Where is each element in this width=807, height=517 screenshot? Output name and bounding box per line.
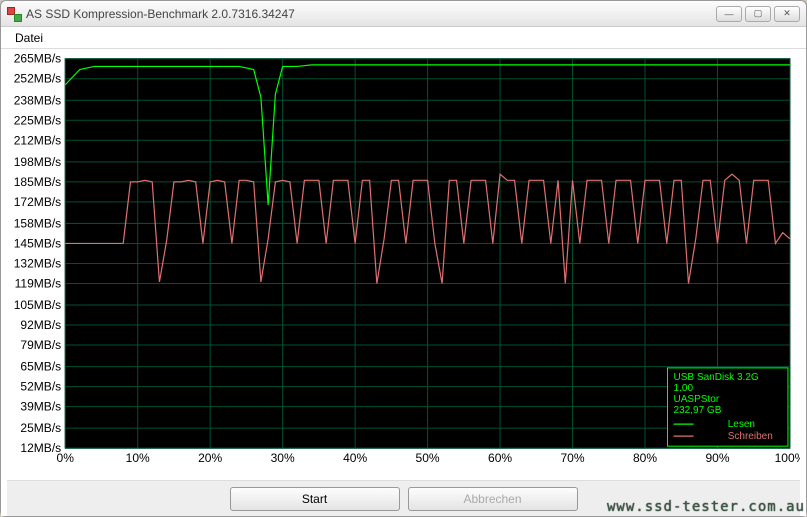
start-button[interactable]: Start xyxy=(230,487,400,511)
svg-text:225MB/s: 225MB/s xyxy=(14,113,61,127)
compression-chart: 265MB/s 252MB/s 238MB/s 225MB/s 212MB/s 198MB… xyxy=(7,51,800,480)
svg-text:1.00: 1.00 xyxy=(674,383,694,394)
svg-text:25MB/s: 25MB/s xyxy=(20,421,61,435)
menubar: Datei xyxy=(1,27,806,49)
cancel-button[interactable]: Abbrechen xyxy=(408,487,578,511)
svg-text:80%: 80% xyxy=(633,451,657,465)
svg-text:100%: 100% xyxy=(775,451,800,465)
svg-text:52MB/s: 52MB/s xyxy=(20,380,61,394)
svg-text:USB SanDisk 3.2G: USB SanDisk 3.2G xyxy=(674,372,759,383)
svg-text:90%: 90% xyxy=(705,451,729,465)
svg-text:238MB/s: 238MB/s xyxy=(14,93,61,107)
content-area: 265MB/s 252MB/s 238MB/s 225MB/s 212MB/s 198MB… xyxy=(1,49,806,516)
svg-text:39MB/s: 39MB/s xyxy=(20,400,61,414)
svg-text:198MB/s: 198MB/s xyxy=(14,155,61,169)
svg-text:92MB/s: 92MB/s xyxy=(20,318,61,332)
svg-text:172MB/s: 172MB/s xyxy=(14,195,61,209)
svg-text:119MB/s: 119MB/s xyxy=(15,276,62,290)
svg-text:Lesen: Lesen xyxy=(728,419,755,430)
chart-container: 265MB/s 252MB/s 238MB/s 225MB/s 212MB/s 198MB… xyxy=(7,51,800,480)
svg-text:70%: 70% xyxy=(560,451,584,465)
titlebar[interactable]: AS SSD Kompression-Benchmark 2.0.7316.34… xyxy=(1,1,806,27)
close-button[interactable]: ✕ xyxy=(774,6,800,22)
svg-text:105MB/s: 105MB/s xyxy=(14,298,61,312)
menu-datei[interactable]: Datei xyxy=(7,29,51,47)
svg-text:265MB/s: 265MB/s xyxy=(14,52,61,66)
svg-text:50%: 50% xyxy=(416,451,440,465)
titlebar-left: AS SSD Kompression-Benchmark 2.0.7316.34… xyxy=(7,7,295,21)
footer-bar: Start Abbrechen xyxy=(7,480,800,516)
svg-text:12MB/s: 12MB/s xyxy=(20,441,61,455)
maximize-button[interactable]: ▢ xyxy=(745,6,771,22)
svg-text:65MB/s: 65MB/s xyxy=(20,360,61,374)
svg-text:10%: 10% xyxy=(126,451,150,465)
svg-text:60%: 60% xyxy=(488,451,512,465)
minimize-button[interactable]: — xyxy=(716,6,742,22)
window-buttons: — ▢ ✕ xyxy=(716,6,800,22)
app-window: AS SSD Kompression-Benchmark 2.0.7316.34… xyxy=(0,0,807,517)
svg-text:UASPStor: UASPStor xyxy=(674,394,720,405)
close-icon: ✕ xyxy=(783,8,791,19)
minimize-icon: — xyxy=(725,9,734,19)
maximize-icon: ▢ xyxy=(754,8,763,19)
svg-text:79MB/s: 79MB/s xyxy=(20,338,61,352)
svg-text:252MB/s: 252MB/s xyxy=(14,72,61,86)
app-icon xyxy=(7,7,21,21)
svg-text:158MB/s: 158MB/s xyxy=(14,216,61,230)
svg-text:30%: 30% xyxy=(271,451,295,465)
svg-text:132MB/s: 132MB/s xyxy=(14,256,61,270)
svg-text:185MB/s: 185MB/s xyxy=(14,175,61,189)
svg-text:145MB/s: 145MB/s xyxy=(14,236,61,250)
svg-text:232,97 GB: 232,97 GB xyxy=(674,405,722,416)
svg-text:20%: 20% xyxy=(198,451,222,465)
svg-text:40%: 40% xyxy=(343,451,367,465)
svg-text:212MB/s: 212MB/s xyxy=(14,133,61,147)
svg-text:0%: 0% xyxy=(57,451,75,465)
svg-text:Schreiben: Schreiben xyxy=(728,431,773,442)
window-title: AS SSD Kompression-Benchmark 2.0.7316.34… xyxy=(26,7,295,21)
